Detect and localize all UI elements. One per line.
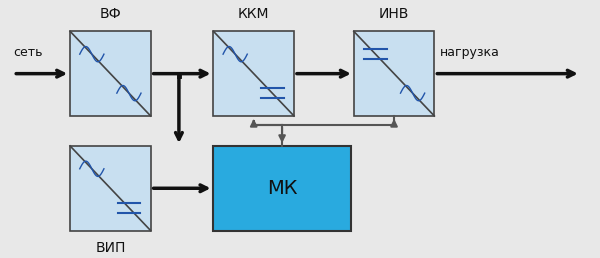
- Text: ККМ: ККМ: [238, 7, 269, 21]
- Bar: [214, 146, 351, 231]
- Text: МК: МК: [267, 179, 298, 198]
- Bar: [70, 31, 151, 116]
- Bar: [214, 31, 294, 116]
- Text: сеть: сеть: [13, 46, 43, 59]
- Text: ИНВ: ИНВ: [379, 7, 409, 21]
- Bar: [70, 146, 151, 231]
- Text: нагрузка: нагрузка: [440, 46, 500, 59]
- Text: ВИП: ВИП: [95, 241, 125, 255]
- Text: ВФ: ВФ: [100, 7, 121, 21]
- Bar: [354, 31, 434, 116]
